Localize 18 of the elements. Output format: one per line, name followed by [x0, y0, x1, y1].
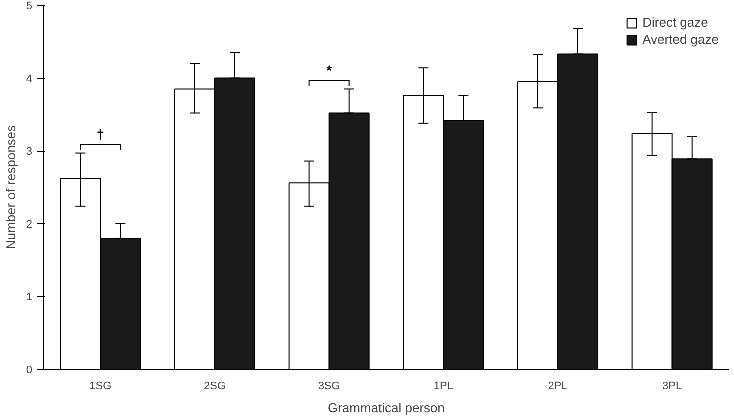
y-tick-label: 4: [26, 73, 33, 86]
x-tick-label: 2PL: [548, 380, 568, 392]
annotation: *: [326, 62, 333, 78]
legend-label: Direct gaze: [642, 15, 708, 30]
x-tick-label: 2SG: [204, 380, 226, 392]
x-tick-label: 3SG: [318, 380, 340, 392]
y-tick-label: 3: [26, 146, 33, 158]
y-axis-title: Number of responses: [3, 124, 18, 250]
y-tick-label: 2: [26, 218, 33, 231]
x-tick-label: 3PL: [662, 380, 682, 392]
y-tick-label: 0: [26, 364, 33, 376]
x-tick-label: 1PL: [434, 380, 454, 392]
x-tick-label: 1SG: [90, 380, 112, 392]
legend-label: Averted gaze: [642, 32, 719, 47]
y-tick-label: 1: [26, 292, 33, 304]
y-tick-label: 5: [26, 0, 33, 12]
x-axis-title: Grammatical person: [328, 400, 446, 416]
annotation: †: [96, 126, 105, 142]
